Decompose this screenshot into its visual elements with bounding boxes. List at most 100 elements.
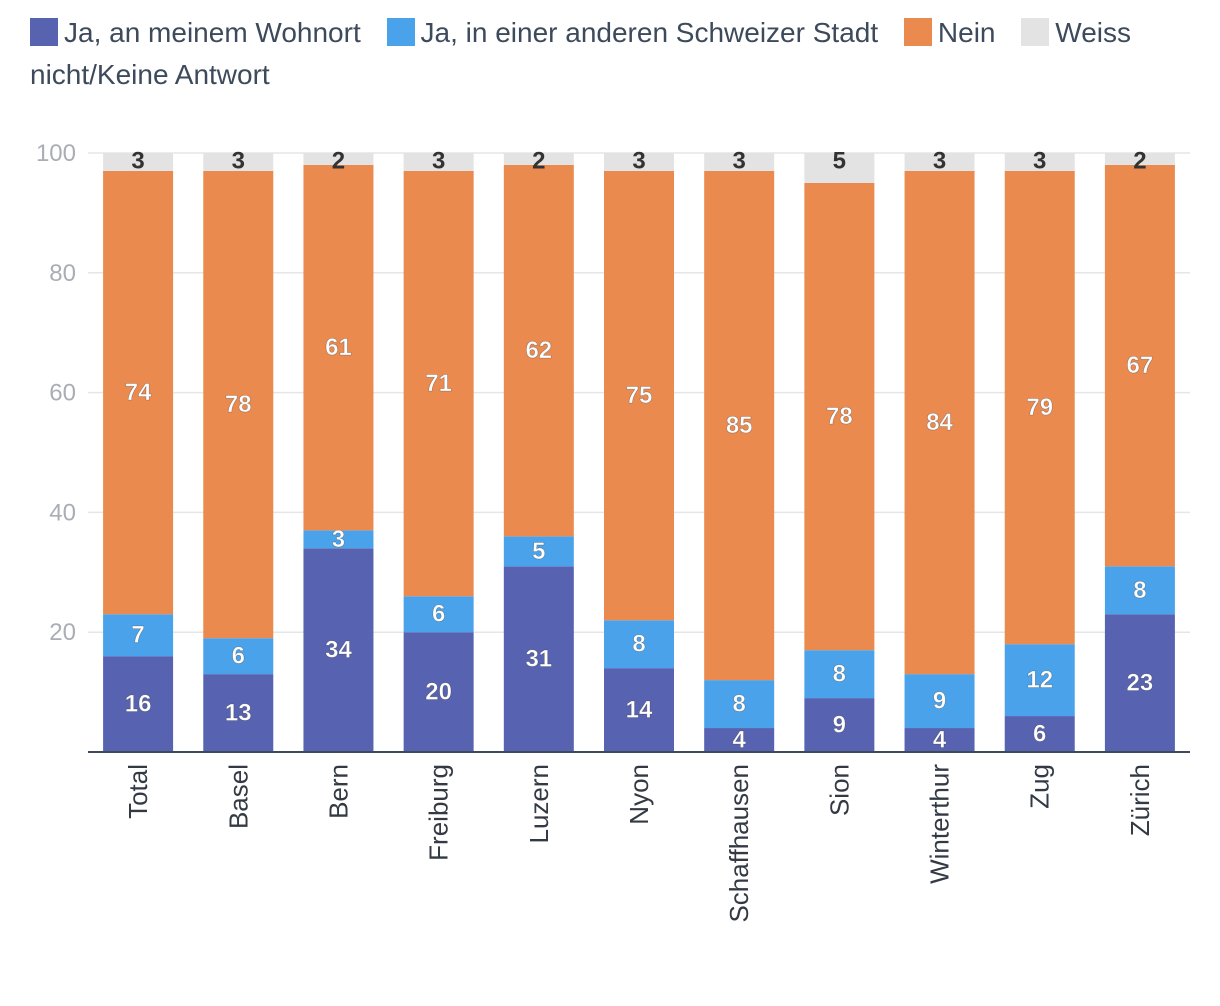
data-label: 14: [626, 697, 653, 724]
bar-segment: [1004, 716, 1075, 752]
data-label: 74: [125, 379, 152, 406]
bar-segment: [403, 170, 474, 597]
y-tick-label: 40: [49, 499, 76, 526]
bar-segment: [1004, 644, 1075, 717]
data-label: 7: [131, 622, 144, 649]
bar-segment: [503, 566, 574, 752]
bar-segment: [203, 170, 274, 639]
data-label: 34: [325, 637, 352, 664]
data-label: 2: [332, 148, 345, 175]
legend-item[interactable]: Ja, in einer anderen Schweizer Stadt: [386, 17, 879, 48]
legend-item[interactable]: Nein: [903, 17, 996, 48]
bar-segment: [604, 170, 674, 621]
legend-swatch: [30, 18, 58, 46]
data-label: 20: [425, 679, 452, 706]
bar-segment: [403, 153, 474, 171]
bar-segment: [804, 698, 875, 752]
data-label: 84: [926, 409, 953, 436]
bar-segment: [604, 153, 674, 171]
data-label: 3: [332, 526, 345, 553]
bar-segment: [1104, 566, 1175, 615]
legend-label: Nein: [937, 17, 996, 48]
bar-segment: [203, 674, 274, 752]
data-label: 78: [225, 391, 252, 418]
data-label: 6: [232, 643, 245, 670]
data-label: 71: [425, 370, 452, 397]
legend-swatch: [1021, 18, 1050, 46]
data-label: 23: [1127, 670, 1154, 697]
bar-segment: [704, 728, 775, 752]
data-label: 5: [833, 148, 846, 175]
x-category-label: Sion: [824, 764, 854, 816]
x-category-label: Zug: [1025, 764, 1055, 809]
x-category-label: Winterthur: [925, 764, 955, 884]
bar-segment: [704, 170, 775, 681]
data-label: 9: [933, 688, 946, 715]
bar-segment: [503, 153, 574, 165]
data-label: 78: [826, 403, 853, 430]
legend-label: Ja, in einer anderen Schweizer Stadt: [420, 17, 879, 48]
data-label: 62: [525, 337, 552, 364]
data-label: 67: [1127, 352, 1154, 379]
data-label: 8: [632, 631, 645, 658]
bar-segment: [303, 530, 374, 549]
bar-segment: [904, 674, 975, 729]
bar-segment: [403, 632, 474, 752]
bar-segment: [503, 164, 574, 537]
data-label: 75: [626, 382, 653, 409]
bar-segment: [904, 728, 975, 752]
data-label: 3: [232, 148, 245, 175]
data-label: 13: [225, 700, 252, 727]
data-label: 16: [125, 691, 152, 718]
y-tick-label: 20: [49, 619, 76, 646]
bar-segment: [604, 620, 674, 669]
bar-segment: [704, 680, 775, 729]
data-label: 5: [532, 538, 545, 565]
bar-segment: [804, 182, 875, 651]
bar-segment: [604, 668, 674, 752]
bar-segment: [103, 656, 174, 752]
data-label: 6: [1033, 721, 1046, 748]
data-label: 12: [1026, 667, 1053, 694]
legend-item[interactable]: Weiss nicht/Keine Antwort: [30, 17, 1131, 90]
y-tick-label: 60: [49, 380, 76, 407]
data-label: 3: [1033, 148, 1046, 175]
x-category-label: Basel: [223, 764, 253, 829]
data-label: 9: [833, 712, 846, 739]
y-tick-label: 80: [49, 260, 76, 287]
legend: Ja, an meinem Wohnort Ja, in einer ander…: [30, 12, 1200, 96]
data-label: 8: [1133, 577, 1146, 604]
bar-segment: [1004, 153, 1075, 171]
data-label: 3: [632, 148, 645, 175]
bar-segment: [303, 153, 374, 165]
x-category-label: Nyon: [624, 764, 654, 825]
x-category-label: Schaffhausen: [724, 764, 754, 923]
bar-segment: [904, 170, 975, 675]
bar-segment: [203, 153, 274, 171]
data-label: 8: [733, 691, 746, 718]
data-label: 61: [325, 334, 352, 361]
y-tick-label: 100: [36, 140, 76, 167]
bar-segment: [704, 153, 775, 171]
bar-segment: [1104, 153, 1175, 165]
legend-swatch: [903, 18, 932, 46]
x-category-label: Luzern: [524, 764, 554, 844]
x-category-label: Total: [123, 764, 153, 819]
data-label: 4: [933, 727, 947, 754]
bar-segment: [403, 596, 474, 633]
data-label: 2: [532, 148, 545, 175]
bar-segment: [303, 548, 374, 752]
data-label: 3: [131, 148, 144, 175]
bar-segment: [1004, 170, 1075, 645]
x-category-label: Bern: [323, 764, 353, 819]
data-label: 4: [733, 727, 747, 754]
legend-swatch: [386, 18, 415, 46]
bar-segment: [1104, 614, 1175, 752]
data-label: 8: [833, 661, 846, 688]
data-label: 3: [733, 148, 746, 175]
bar-segment: [303, 164, 374, 531]
legend-item[interactable]: Ja, an meinem Wohnort: [30, 17, 361, 48]
bar-segment: [103, 614, 174, 657]
legend-label: Weiss nicht/Keine Antwort: [30, 17, 1131, 90]
